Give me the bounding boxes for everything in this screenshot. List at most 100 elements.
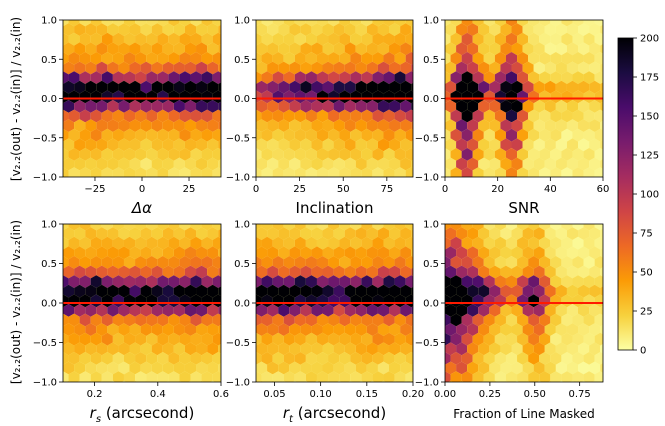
hexbin-cell bbox=[389, 265, 401, 279]
hexbin-cell bbox=[239, 352, 250, 365]
hexbin-cell bbox=[550, 236, 562, 250]
hexbin-cell bbox=[123, 256, 136, 269]
hexbin-cell bbox=[539, 90, 551, 104]
hexbin-cell bbox=[68, 148, 80, 161]
hexbin-cell bbox=[173, 323, 185, 336]
hexbin-cell bbox=[381, 380, 386, 382]
hexbin-cell bbox=[433, 42, 444, 55]
hexbin-cell bbox=[218, 4, 229, 17]
hexbin-cell bbox=[207, 80, 219, 94]
hexbin-cell bbox=[578, 284, 590, 298]
hexbin-cell bbox=[400, 138, 412, 152]
hexbin-cell bbox=[118, 100, 130, 113]
hexbin-cell bbox=[578, 227, 590, 240]
hexbin-cell bbox=[79, 90, 91, 104]
hexbin-cell bbox=[405, 176, 406, 177]
hexbin-cell bbox=[300, 265, 312, 279]
hexbin-cell bbox=[107, 227, 119, 240]
hexbin-cell bbox=[202, 390, 213, 403]
hexbin-cell bbox=[545, 4, 556, 17]
hexbin-cell bbox=[383, 148, 395, 161]
hexbin-cell bbox=[594, 32, 603, 46]
hexbin-cell bbox=[333, 361, 345, 375]
hexbin-cell bbox=[101, 256, 113, 269]
hexbin-cell bbox=[162, 323, 174, 336]
hexbin-cell bbox=[256, 109, 262, 123]
hexbin-cell bbox=[522, 61, 534, 75]
hexbin-cell bbox=[394, 256, 406, 269]
hexbin-cell bbox=[461, 224, 473, 231]
hexbin-cell bbox=[173, 157, 185, 171]
hexbin-cell bbox=[224, 148, 235, 161]
hexbin-cell bbox=[578, 157, 590, 171]
hexbin-cell bbox=[256, 100, 268, 113]
hexbin-cell bbox=[305, 371, 317, 382]
hexbin-cell bbox=[361, 275, 373, 288]
hexbin-cell bbox=[417, 110, 428, 123]
hexbin-cell bbox=[433, 119, 444, 132]
hexbin-cell bbox=[239, 148, 250, 161]
hexbin-cell bbox=[74, 246, 86, 260]
hexbin-cell bbox=[533, 284, 545, 298]
colorbar-gradient bbox=[617, 37, 634, 351]
hexbin-cell bbox=[123, 371, 136, 382]
hexbin-cell bbox=[212, 71, 221, 84]
hexbin-cell bbox=[173, 342, 185, 356]
hexbin-cell bbox=[267, 304, 279, 317]
hexbin-cell bbox=[606, 275, 617, 288]
hexbin-cell bbox=[517, 32, 529, 46]
hexbin-cell bbox=[622, 381, 633, 394]
hexbin-cell bbox=[190, 352, 202, 365]
hexbin-cell bbox=[68, 71, 80, 84]
hexbin-cell bbox=[433, 81, 444, 94]
hexbin-cell bbox=[305, 167, 317, 177]
hexbin-cell bbox=[394, 275, 406, 288]
hexbin-cell bbox=[112, 148, 124, 161]
hexbin-cell bbox=[278, 100, 290, 113]
hexbin-cell bbox=[405, 313, 413, 327]
hexbin-cell bbox=[445, 224, 451, 231]
x-tick-label: 0 bbox=[442, 184, 448, 195]
hexbin-cell bbox=[572, 52, 584, 65]
hexbin-cell bbox=[544, 265, 556, 279]
hexbin-cell bbox=[600, 120, 603, 131]
hexbin-cell bbox=[472, 224, 484, 231]
hexbin-cell bbox=[328, 224, 340, 231]
hexbin-cell bbox=[394, 71, 406, 84]
hexbin-cell bbox=[239, 275, 250, 288]
hexbin-cell bbox=[505, 224, 518, 231]
hexbin-cell bbox=[350, 332, 362, 346]
hexbin-cell bbox=[511, 100, 523, 113]
hexbin-cell bbox=[467, 42, 479, 56]
hexbin-cell bbox=[517, 52, 529, 65]
hexbin-cell bbox=[583, 32, 595, 46]
hexbin-cell bbox=[300, 157, 312, 171]
hexbin-cell bbox=[256, 361, 268, 375]
hexbin-cell bbox=[333, 304, 345, 317]
hexbin-cell bbox=[52, 42, 63, 55]
hexbin-cell bbox=[522, 138, 534, 152]
hexbin-cell bbox=[328, 236, 340, 250]
hexbin-cell bbox=[589, 100, 601, 113]
hexbin-cell bbox=[90, 20, 102, 27]
hexbin-cell bbox=[483, 90, 495, 104]
hexbin-cell bbox=[163, 4, 174, 17]
hexbin-cell bbox=[294, 256, 306, 269]
hexbin-cell bbox=[63, 119, 75, 132]
hexbin-cell bbox=[140, 361, 152, 375]
hexbin-cell bbox=[112, 20, 124, 27]
hexbin-cell bbox=[394, 236, 406, 250]
hexbin-cells bbox=[52, 4, 235, 177]
hexbin-cell bbox=[511, 227, 523, 240]
hexbin-cell bbox=[344, 284, 356, 298]
hexbin-cell bbox=[107, 80, 119, 94]
hexbin-cell bbox=[583, 224, 595, 231]
hexbin-cell bbox=[74, 61, 86, 75]
hexbin-cell bbox=[467, 265, 479, 279]
hexbin-cell bbox=[583, 236, 595, 250]
hexbin-cell bbox=[212, 236, 221, 250]
hexbin-cell bbox=[46, 314, 57, 327]
hexbin-cell bbox=[372, 313, 384, 327]
hexbin-cell bbox=[389, 138, 401, 152]
hexbin-cell bbox=[328, 167, 340, 177]
